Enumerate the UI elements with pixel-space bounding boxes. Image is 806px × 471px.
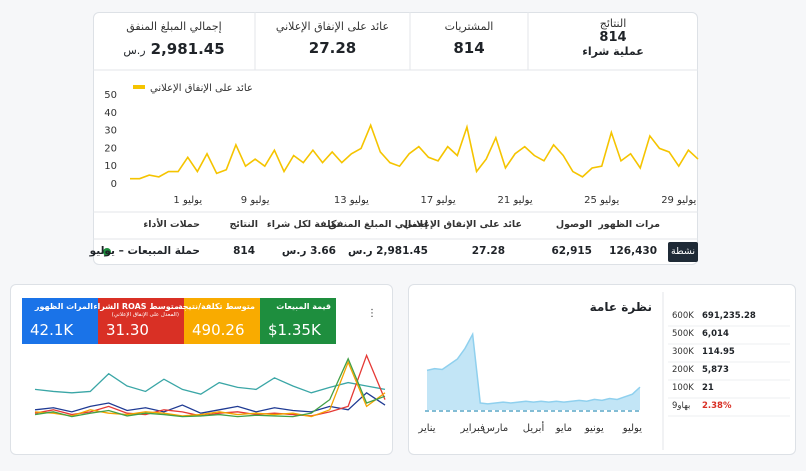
line <box>34 391 386 414</box>
list-label: بهاو9 <box>672 401 691 411</box>
table-header: الوصول <box>555 219 592 230</box>
list-value: 21 <box>702 383 714 393</box>
kpi-label: النتائج <box>599 17 627 30</box>
kpi-label: عائد على الإنفاق الإعلاني <box>275 20 390 33</box>
tile: قيمة المبيعات $1.35K <box>260 298 336 344</box>
area-line <box>426 331 641 405</box>
x-tick-label: أبريل <box>523 421 545 434</box>
tile: متوسط ROAS الشراء (المعدل على الإنفاق ال… <box>93 298 184 344</box>
x-tick-label: 13 يوليو <box>334 195 369 206</box>
list-label: 500K <box>672 329 694 339</box>
kpi-label: إجمالي المبلغ المنفق <box>126 20 222 33</box>
x-tick-label: 21 يوليو <box>498 195 533 206</box>
table-header: تكلفة لكل شراء <box>266 219 340 230</box>
y-tick-label: 20 <box>104 143 117 154</box>
status-badge[interactable]: نشطة <box>668 242 698 262</box>
tile: المرات الظهور 42.1K <box>22 298 98 344</box>
tile-note: (المعدل على الإنفاق الإعلاني) <box>111 312 179 318</box>
line <box>130 123 699 180</box>
kpi-value: 2,981.45 <box>150 40 225 58</box>
x-tick-label: يوليو <box>622 423 642 434</box>
list-label: 600K <box>672 311 694 321</box>
tile-label: المرات الظهور <box>34 302 93 311</box>
tile-value: 490.26 <box>192 321 245 339</box>
tile-label: متوسط تكلفة/نتيجة <box>177 302 255 311</box>
x-tick-label: 17 يوليو <box>421 195 456 206</box>
list-value: 691,235.28 <box>702 311 756 321</box>
x-tick-label: 1 يوليو <box>173 195 202 206</box>
kpi-sub: عملية شراء <box>582 45 644 58</box>
list-value: 2.38% <box>702 401 732 411</box>
table-cell: 814 <box>233 245 255 257</box>
status-dot <box>103 248 111 256</box>
x-tick-label: 9 يوليو <box>241 195 270 206</box>
report-panel <box>93 12 698 265</box>
x-tick-label: 25 يوليو <box>584 195 619 206</box>
table-cell: 27.28 <box>471 245 505 257</box>
table-header: مرات الظهور <box>598 219 660 230</box>
tile-value: 31.30 <box>106 321 149 339</box>
table-cell: 62,915 <box>551 245 592 257</box>
x-tick-label: 29 يوليو <box>661 195 696 206</box>
line <box>34 357 386 418</box>
x-tick-label: فبراير <box>459 423 485 434</box>
x-tick-label: مارس <box>483 423 508 434</box>
y-tick-label: 0 <box>111 179 117 190</box>
tile-value: $1.35K <box>268 321 321 339</box>
list-value: 5,873 <box>702 365 729 375</box>
legend-label: عائد على الإنفاق الإعلاني <box>150 83 253 94</box>
y-tick-label: 40 <box>104 108 117 119</box>
list-label: 200K <box>672 365 694 375</box>
line <box>34 372 386 395</box>
kpi: المشتريات 814 <box>410 20 528 57</box>
area-fill <box>427 334 640 410</box>
x-tick-label: يونيو <box>584 423 604 434</box>
kpi: إجمالي المبلغ المنفق 2,981.45 ر.س <box>93 20 255 58</box>
kpi-label: المشتريات <box>444 20 494 33</box>
table-cell: 2,981.45 ر.س <box>347 245 428 257</box>
kpi-value: 814 <box>453 39 485 57</box>
y-tick-label: 10 <box>104 161 117 172</box>
table-header: عائد على الإنفاق الإعلاني <box>402 219 522 230</box>
list-value: 114.95 <box>702 347 735 357</box>
menu-icon[interactable]: ⋮ <box>367 308 377 319</box>
y-tick-label: 50 <box>104 90 117 101</box>
x-tick-label: يناير <box>417 423 435 434</box>
y-tick-label: 30 <box>104 126 117 137</box>
table-cell: 126,430 <box>609 245 657 257</box>
tile: متوسط تكلفة/نتيجة 490.26 <box>178 298 260 344</box>
table-cell: 3.66 ر.س <box>281 245 336 257</box>
tile-value: 42.1K <box>30 321 74 339</box>
list-label: 100K <box>672 383 694 393</box>
table-header: إجمالي المبلغ المنفق <box>328 219 428 230</box>
list-value: 6,014 <box>702 329 729 339</box>
tile-label: متوسط ROAS الشراء <box>93 302 179 311</box>
table-cell: حملة المبيعات – يوليو <box>89 245 200 257</box>
table-header: حملات الأداء <box>143 219 200 230</box>
kpi-value: 814 <box>599 30 627 45</box>
line <box>34 360 386 418</box>
x-tick-label: مايو <box>555 423 572 434</box>
kpi-value: 27.28 <box>308 39 357 57</box>
tile-label: قيمة المبيعات <box>276 302 331 311</box>
legend-swatch <box>133 85 145 89</box>
overview-title: نظرة عامة <box>589 300 652 314</box>
kpi: عائد على الإنفاق الإعلاني 27.28 <box>255 20 410 57</box>
list-label: 300K <box>672 347 694 357</box>
table-header: النتائج <box>229 219 258 230</box>
kpi: النتائج 814 عملية شراء <box>528 17 698 58</box>
kpi-unit: ر.س <box>123 44 146 57</box>
